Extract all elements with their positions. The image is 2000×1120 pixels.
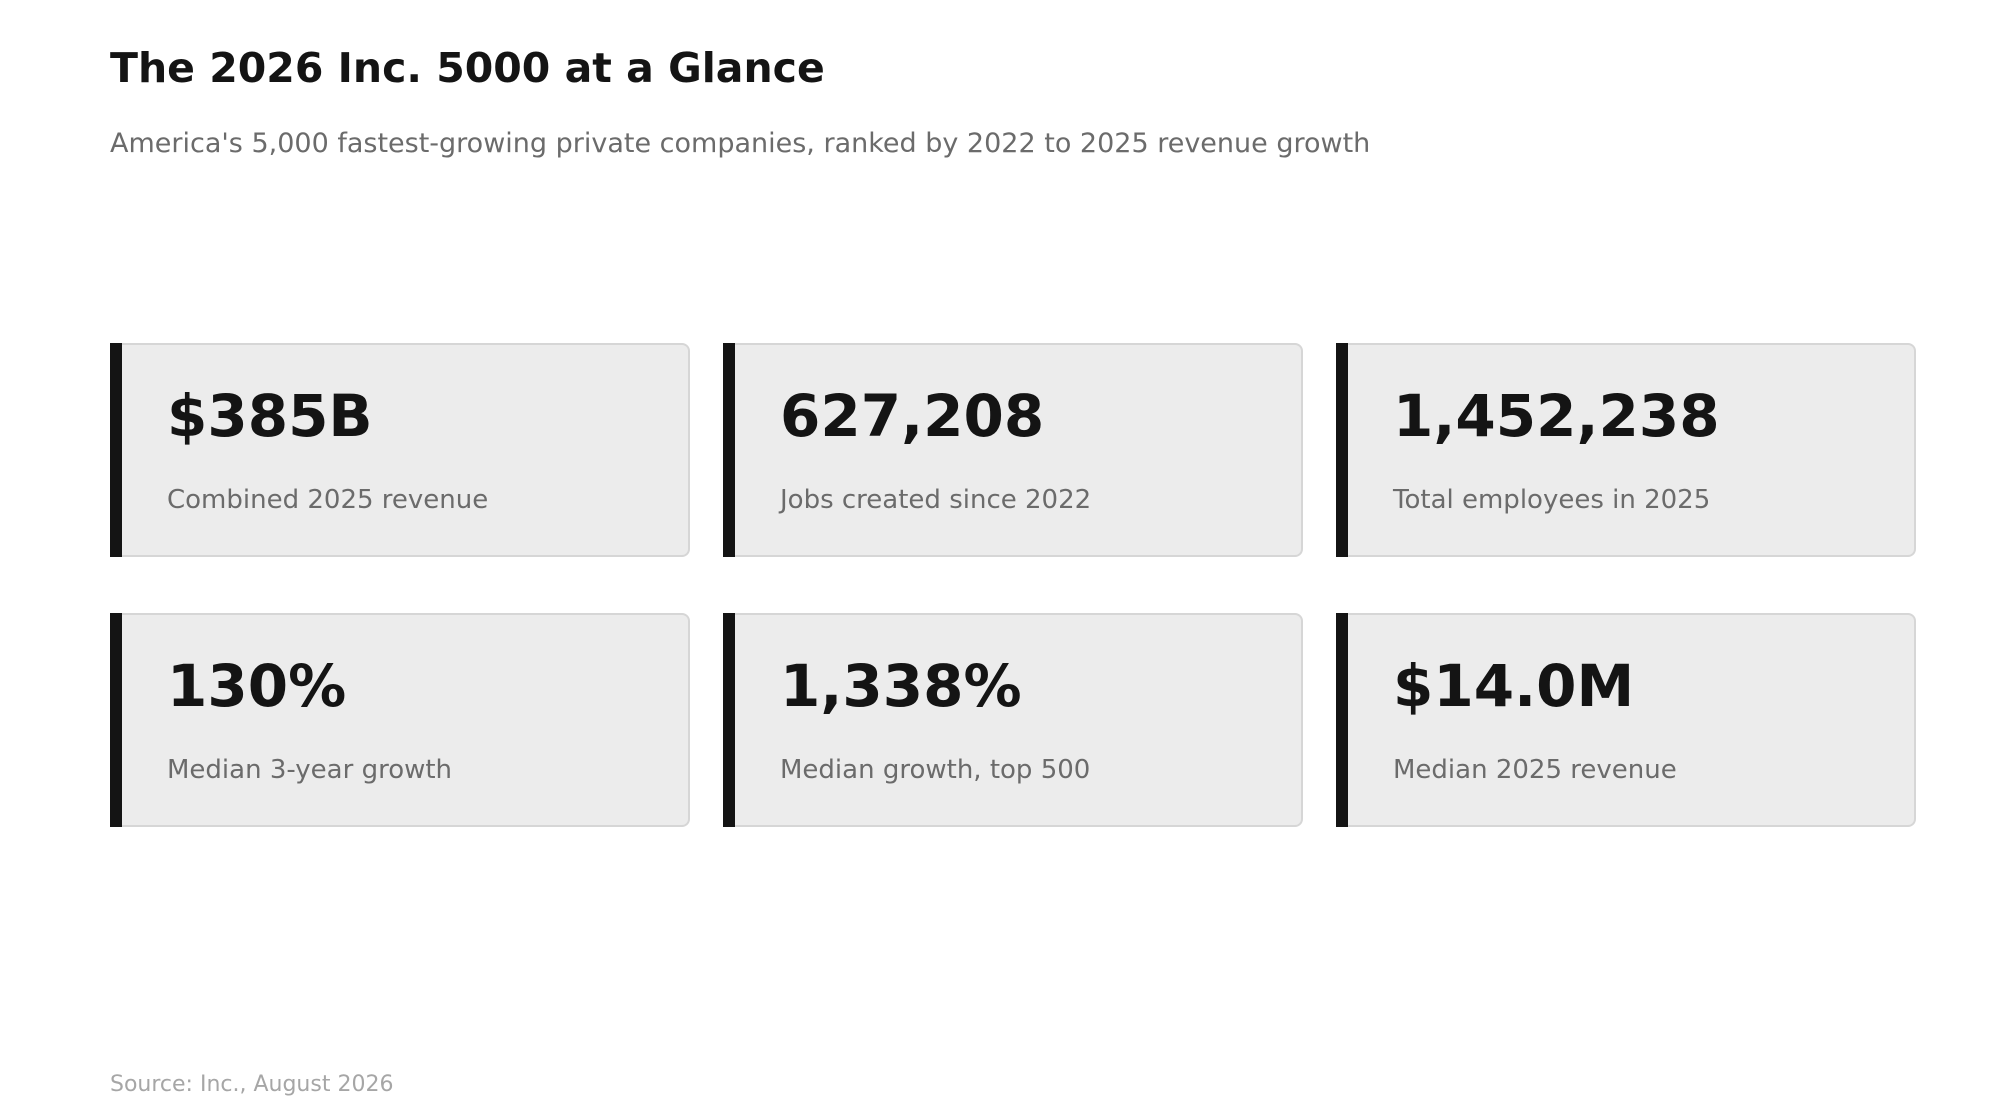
page-subtitle: America's 5,000 fastest-growing private … xyxy=(110,128,1371,159)
stat-card-combined-revenue: $385B Combined 2025 revenue xyxy=(110,343,690,557)
stat-label: Median 3-year growth xyxy=(167,755,453,785)
stat-value: 1,338% xyxy=(780,652,1022,720)
stat-card-median-growth-top-500: 1,338% Median growth, top 500 xyxy=(723,613,1303,827)
stat-value: $385B xyxy=(167,382,373,450)
stat-value: 130% xyxy=(167,652,347,720)
stat-label: Total employees in 2025 xyxy=(1393,485,1711,515)
source-note: Source: Inc., August 2026 xyxy=(110,1072,394,1097)
stat-label: Median 2025 revenue xyxy=(1393,755,1677,785)
page-title: The 2026 Inc. 5000 at a Glance xyxy=(110,44,825,92)
stat-value: 1,452,238 xyxy=(1393,382,1720,450)
stat-card-jobs-created: 627,208 Jobs created since 2022 xyxy=(723,343,1303,557)
stats-grid: $385B Combined 2025 revenue 627,208 Jobs… xyxy=(110,343,1916,827)
stat-card-median-growth: 130% Median 3-year growth xyxy=(110,613,690,827)
stat-label: Jobs created since 2022 xyxy=(780,485,1092,515)
stat-label: Combined 2025 revenue xyxy=(167,485,489,515)
stat-label: Median growth, top 500 xyxy=(780,755,1091,785)
stat-card-total-employees: 1,452,238 Total employees in 2025 xyxy=(1336,343,1916,557)
stat-card-median-revenue: $14.0M Median 2025 revenue xyxy=(1336,613,1916,827)
stat-value: 627,208 xyxy=(780,382,1045,450)
stat-value: $14.0M xyxy=(1393,652,1635,720)
